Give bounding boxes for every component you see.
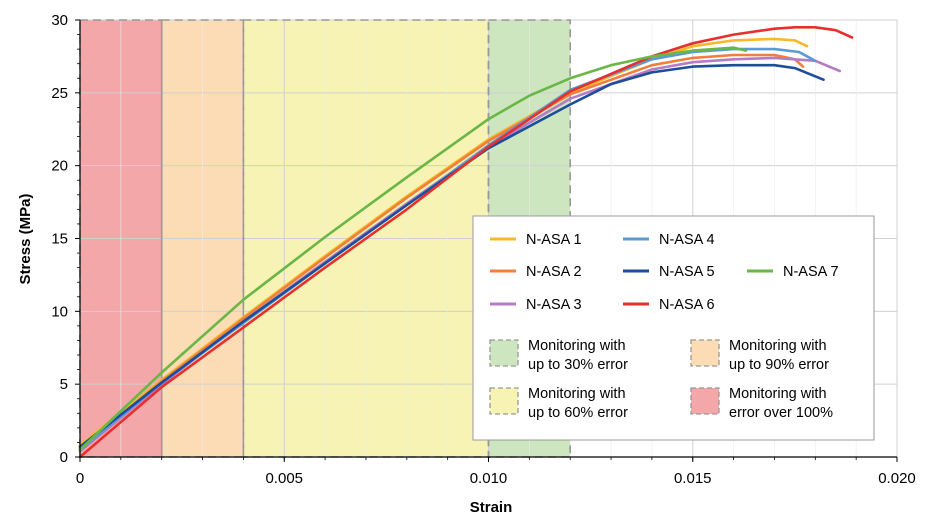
legend-label-3: N-ASA 3 bbox=[526, 297, 582, 313]
y-tick-label-6: 30 bbox=[51, 12, 68, 29]
y-tick-label-5: 25 bbox=[51, 85, 68, 102]
series-line-2 bbox=[78, 53, 805, 450]
legend-region-label-3-line2: up to 30% error bbox=[528, 357, 628, 373]
x-tick-label-4: 0.020 bbox=[878, 470, 916, 487]
y-tick-label-0: 0 bbox=[60, 449, 68, 466]
legend-region-swatch-1 bbox=[690, 339, 720, 367]
y-axis-title: Stress (MPa) bbox=[17, 194, 34, 285]
legend-label-4: N-ASA 4 bbox=[659, 232, 715, 248]
x-tick-label-2: 0.010 bbox=[470, 470, 508, 487]
x-tick-label-0: 0 bbox=[76, 470, 84, 487]
legend-region-swatch-3 bbox=[489, 339, 519, 367]
legend: N-ASA 1 N-ASA 2 N-ASA 3 N-ASA 4 N-ASA 5 N-ASA… bbox=[472, 215, 875, 441]
y-tick-label-3: 15 bbox=[51, 231, 68, 248]
x-tick-label-1: 0.005 bbox=[265, 470, 303, 487]
legend-region-label-1-line2: up to 90% error bbox=[729, 357, 829, 373]
y-tick-label-1: 5 bbox=[60, 376, 68, 393]
legend-region-swatch-2 bbox=[489, 387, 519, 415]
series-layer bbox=[78, 25, 854, 459]
region-border-2 bbox=[242, 19, 490, 458]
y-tick-label-2: 10 bbox=[51, 303, 68, 320]
legend-label-2: N-ASA 2 bbox=[526, 264, 582, 280]
x-axis-title: Strain bbox=[470, 499, 513, 516]
series-line-7 bbox=[78, 46, 748, 452]
legend-label-6: N-ASA 6 bbox=[659, 297, 715, 313]
x-tick-label-3: 0.015 bbox=[674, 470, 712, 487]
y-tick-label-4: 20 bbox=[51, 158, 68, 175]
legend-region-label-2-line1: Monitoring with bbox=[528, 386, 626, 402]
legend-region-label-1-line1: Monitoring with bbox=[729, 338, 827, 354]
legend-label-7: N-ASA 7 bbox=[783, 264, 839, 280]
legend-box bbox=[472, 215, 875, 441]
legend-region-swatch-0 bbox=[690, 387, 720, 415]
legend-region-label-0-line1: Monitoring with bbox=[729, 386, 827, 402]
legend-region-label-0-line2: error over 100% bbox=[729, 405, 833, 421]
legend-label-1: N-ASA 1 bbox=[526, 232, 582, 248]
legend-region-label-2-line2: up to 60% error bbox=[528, 405, 628, 421]
legend-region-label-3-line1: Monitoring with bbox=[528, 338, 626, 354]
series-line-5 bbox=[78, 63, 825, 449]
axes-layer: 0 0.005 0.010 0.015 0.020 0 5 10 15 20 25 30 bbox=[51, 12, 915, 487]
legend-label-5: N-ASA 5 bbox=[659, 264, 715, 280]
